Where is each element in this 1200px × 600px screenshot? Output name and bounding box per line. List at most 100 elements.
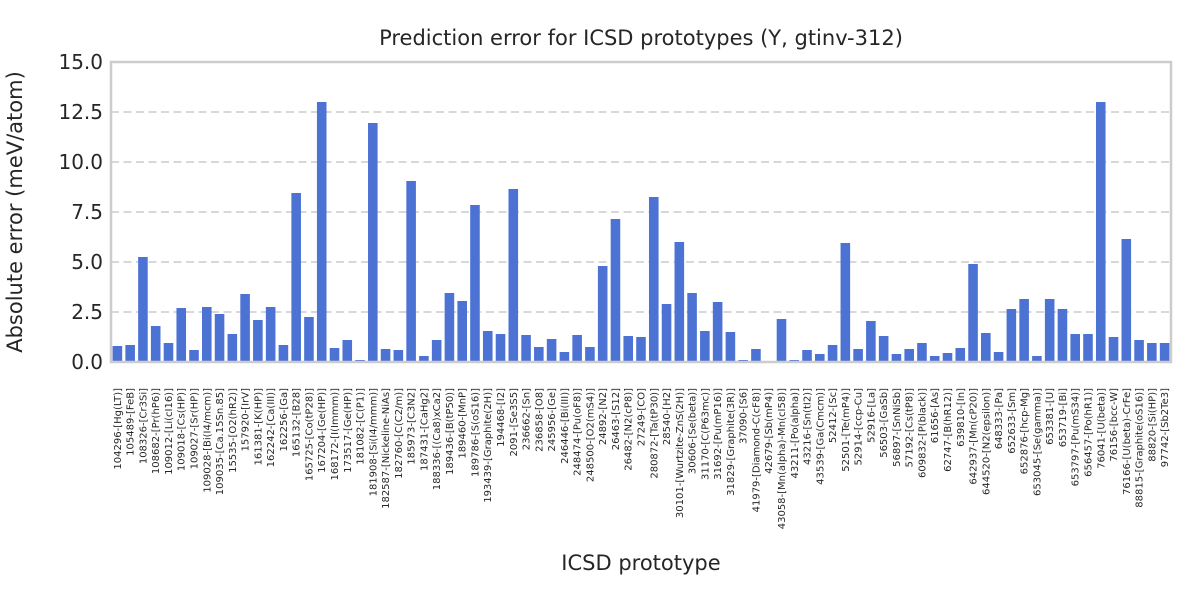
x-tick-label: 105489-[FeB] [126,388,137,456]
bar [1032,356,1042,362]
bar [981,333,991,362]
x-tick-label: 642937-[Mn(cP20)] [969,388,980,485]
x-tick-label: 236662-[Sn] [522,388,533,450]
x-tick-label: 189786-[S(oS16)] [470,388,481,477]
x-tick-label: 30101-[Wurtzite-ZnS(2H)] [675,388,686,518]
x-tick-label: 43211-[Po(alpha)] [790,388,801,479]
bar [521,335,531,362]
bar [253,320,263,362]
x-tick-label: 182760-[C(C2/m)] [394,388,405,479]
x-tick-label: 26482-[N2(cP8)] [624,388,635,471]
x-tick-label: 187431-[CaHg2] [419,388,430,471]
bar [955,348,966,362]
bar [189,350,199,362]
y-tick-label: 15.0 [58,50,103,74]
x-tick-label: 648333-[Pa] [994,388,1005,449]
x-tick-label: 639810-[In] [956,388,967,447]
x-tick-label: 109012-[Li(cI16)] [164,388,175,475]
bars [112,102,1170,362]
x-tick-label: 109028-[Bi(I4/mcm)] [202,388,213,493]
x-tick-label: 652633-[Sm] [1007,388,1018,454]
x-tick-label: 24892-[N2] [598,388,609,445]
bar [904,349,914,362]
x-tick-label: 248474-[Pu(oF8)] [573,388,584,476]
x-tick-label: 56897-[SnNiSb] [892,388,903,467]
bar [457,301,467,362]
bar [419,356,429,362]
bar [329,348,340,362]
bar [368,123,378,362]
bar [827,345,838,362]
bar [470,205,480,362]
bar [444,293,455,362]
bar [163,343,174,362]
x-tick-label: 15535-[O2(hR2)] [228,388,239,473]
bar [1147,343,1157,362]
bar [623,336,634,362]
x-tick-label: 653381-[U] [1045,388,1056,445]
x-tick-label: 280872-[Ta(tP30)] [649,388,660,479]
bar [508,189,519,362]
bar [917,343,927,362]
x-tick-label: 165725-[Co(tP28)] [304,388,315,481]
x-tick-label: 31829-[Graphite(3R)] [726,388,737,496]
x-tick-label: 52914-[ccp-Cu] [854,388,865,466]
x-tick-label: 97742-[Sb2Te3] [1160,388,1171,467]
bar [316,102,327,362]
bar [712,302,723,362]
bar [1159,343,1170,362]
x-tick-label: 181082-[C(P1)] [356,388,367,465]
bar [291,193,301,362]
y-tick-label: 7.5 [71,200,103,224]
x-tick-label: 31170-[C(P63mc)] [700,388,711,480]
y-axis-label: Absolute error (meV/atom) [3,71,27,353]
x-tick-label: 109035-[Ca.15Sn.85] [215,388,226,495]
x-tick-label: 26463-[S12] [611,388,622,450]
chart-title: Prediction error for ICSD prototypes (Y,… [379,26,903,50]
y-tick-label: 2.5 [71,300,103,324]
x-tick-label: 108326-[Cr3Si] [138,388,149,464]
x-tick-label: 52412-[Sc] [828,388,839,443]
x-tick-label: 193439-[Graphite(2H)] [483,388,494,503]
x-tick-label: 108682-[Pr(hP6)] [151,388,162,474]
x-tick-labels: 104296-[Hg(LT)] 105489-[FeB] 108326-[Cr3Si… [113,388,1171,529]
y-tick-label: 0.0 [71,350,103,374]
x-tick-label: 245956-[Ge] [547,388,558,452]
bar [1108,337,1119,362]
x-tick-label: 162256-[Ga] [279,388,290,452]
bar [929,356,940,362]
bar [597,266,608,362]
bar [1095,102,1106,362]
bar [393,350,404,362]
x-tick-label: 656457-[Po(hR1)] [1083,388,1094,477]
bar [687,293,697,362]
bar [1057,309,1068,362]
bar [227,334,238,362]
bar [993,352,1004,362]
bar [585,347,595,362]
x-tick-label: 52916-[La] [866,388,877,443]
bar [431,340,442,362]
bar [380,349,391,362]
x-tick-label: 76156-[bcc-W] [1109,388,1120,462]
bar [802,350,812,362]
x-tick-label: 88815-[Graphite(oS16)] [1135,388,1146,508]
bar [866,321,876,362]
x-tick-label: 37090-[S6] [739,388,750,444]
bar [304,317,314,362]
x-tick-label: 189460-[MnP] [458,388,469,459]
x-tick-label: 182587-[Nickeline-NiAs] [381,388,392,509]
x-tick-label: 57192-[Cs(tP8)] [905,388,916,468]
x-tick-label: 76166-[U(beta)-CrFe] [1122,388,1133,495]
bar [201,307,212,362]
x-tick-label: 109027-[Sr(HP)] [190,388,201,469]
x-tick-label: 43539-[Ga(Cmcm)] [815,388,826,485]
bar [176,308,187,362]
x-tick-label: 653719-[Bi] [1058,388,1069,447]
x-tick-label: 246446-[Bi(III)] [560,388,571,464]
bar [840,243,851,362]
bar [968,264,978,362]
x-tick-label: 653045-[Se(gamma)] [1032,388,1043,496]
x-tick-label: 43216-[Sn(tI2)] [803,388,814,465]
bar [942,353,953,362]
